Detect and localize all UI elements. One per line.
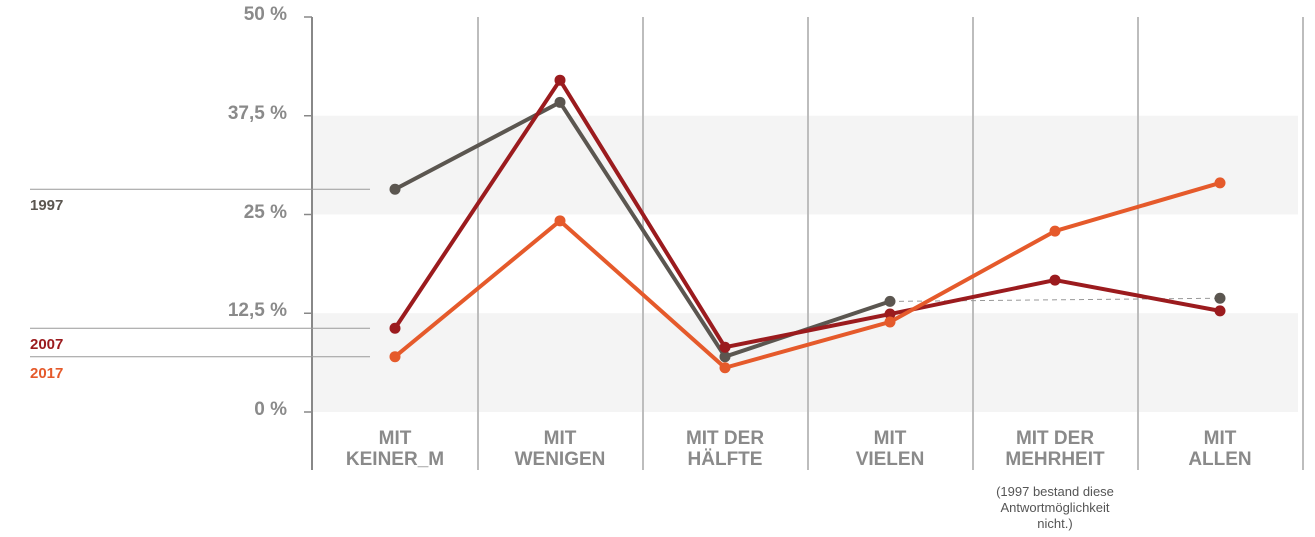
x-tick-label: MIT VIELEN	[855, 428, 925, 470]
legend-label: 2007	[30, 336, 64, 354]
y-tick-label: 0 %	[254, 399, 287, 420]
x-tick-label: MIT DER MEHRHEIT	[1005, 428, 1105, 470]
y-tick-label: 12,5 %	[227, 300, 287, 322]
legend-label: 1997	[30, 197, 64, 215]
point	[884, 308, 896, 320]
y-tick-label: 25 %	[243, 201, 287, 223]
point	[1214, 177, 1226, 189]
point	[884, 295, 896, 307]
x-tick-label: MIT WENIGEN	[514, 428, 606, 470]
point	[389, 351, 401, 363]
point	[719, 362, 731, 374]
point	[554, 215, 566, 227]
series-line	[393, 78, 1221, 350]
point	[554, 96, 566, 108]
point	[389, 183, 401, 195]
y-tick-label: 50 %	[243, 4, 287, 25]
y-tick-label: 37,5 %	[227, 102, 287, 124]
x-tick-label: MIT ALLEN	[1188, 428, 1252, 470]
point	[1214, 292, 1226, 304]
x-tick-label: MIT DER HÄLFTE	[685, 428, 765, 470]
point	[719, 351, 731, 363]
point	[389, 322, 401, 334]
point	[1049, 274, 1061, 286]
band	[312, 115, 1298, 215]
point	[554, 74, 566, 86]
x-tick-label: MIT KEINER_M	[345, 428, 445, 470]
point	[1214, 305, 1226, 317]
legend-label: 2017	[30, 364, 64, 382]
series-line	[393, 180, 1221, 370]
point	[719, 341, 731, 353]
point	[884, 316, 896, 328]
annotation: (1997 bestand diese Antwortmöglichkeit n…	[996, 484, 1114, 531]
point	[1049, 225, 1061, 237]
